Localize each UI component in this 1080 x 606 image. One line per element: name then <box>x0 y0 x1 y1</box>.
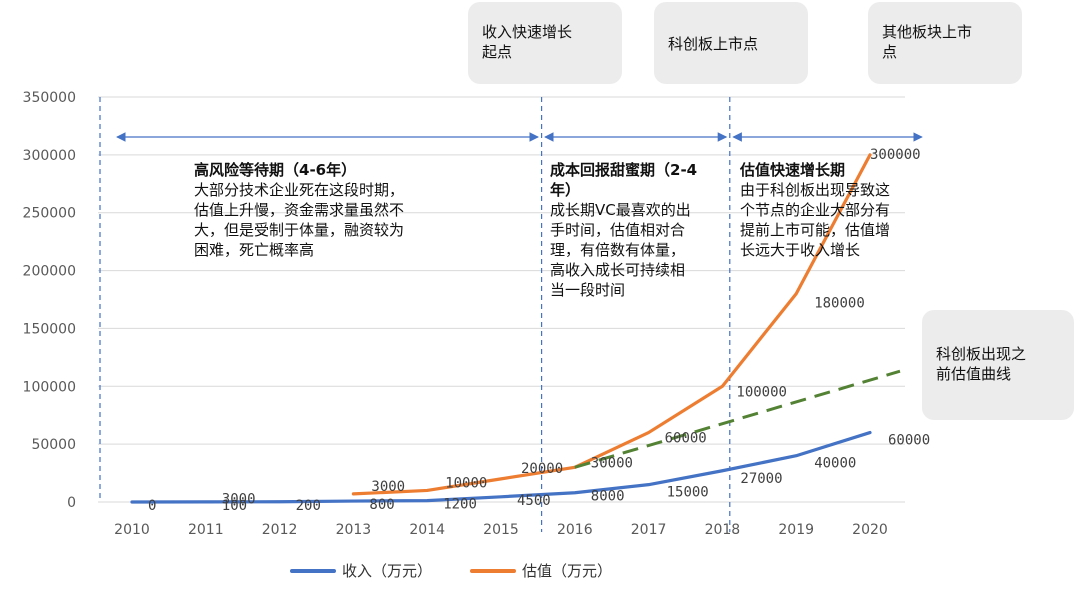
phase-fast-growth: 估值快速增长期 由于科创板出现导致这 个节点的企业大部分有 提前上市可能，估值增… <box>740 160 920 260</box>
y-tick-label: 300000 <box>23 148 76 164</box>
x-tick-label: 2010 <box>114 522 150 538</box>
y-tick-label: 350000 <box>23 90 76 106</box>
x-tick-label: 2015 <box>483 522 519 538</box>
callout-revenue-growth-start: 收入快速增长 起点 <box>468 2 622 84</box>
series-lines <box>130 153 901 504</box>
phase-high-risk-title: 高风险等待期（4-6年） <box>194 161 357 179</box>
revenue-data-label: 800 <box>369 497 394 513</box>
legend-item-revenue: 收入（万元） <box>290 560 432 581</box>
y-tick-label: 150000 <box>23 321 76 337</box>
revenue-data-label: 27000 <box>740 471 782 487</box>
x-tick-label: 2014 <box>409 522 445 538</box>
phase-fast-growth-body: 由于科创板出现导致这 个节点的企业大部分有 提前上市可能，估值增 长远大于收入增… <box>740 181 891 259</box>
x-tick-label: 2016 <box>557 522 593 538</box>
phase-dividers <box>99 97 731 532</box>
valuation-line <box>351 153 872 496</box>
valuation-data-label: 60000 <box>665 431 707 447</box>
pre-star-projection-line <box>574 369 901 469</box>
revenue-data-label: 0 <box>148 498 156 514</box>
extra-data-label: 3000 <box>222 492 256 508</box>
phase-sweet-spot: 成本回报甜蜜期（2-4 年） 成长期VC最喜欢的出 手时间，估值相对合 理，有倍… <box>550 160 728 300</box>
y-tick-label: 200000 <box>23 264 76 280</box>
legend-swatch-valuation <box>470 568 517 573</box>
phase-fast-growth-title: 估值快速增长期 <box>740 161 846 179</box>
revenue-data-label: 60000 <box>888 433 930 449</box>
x-tick-label: 2020 <box>852 522 888 538</box>
valuation-data-label: 300000 <box>870 147 921 163</box>
callout-star-market-listing: 科创板上市点 <box>654 2 808 84</box>
valuation-data-label: 30000 <box>591 455 633 471</box>
x-tick-label: 2011 <box>188 522 224 538</box>
y-tick-label: 50000 <box>31 437 76 453</box>
valuation-data-label: 10000 <box>445 475 487 491</box>
x-tick-label: 2019 <box>778 522 814 538</box>
revenue-line <box>130 430 872 504</box>
callout-pre-star-curve: 科创板出现之 前估值曲线 <box>922 310 1074 420</box>
revenue-data-label: 8000 <box>591 489 625 505</box>
x-tick-label: 2017 <box>631 522 667 538</box>
gridlines <box>98 96 905 503</box>
phase-high-risk-body: 大部分技术企业死在这段时期， 估值上升慢，资金需求量虽然不 大，但是受制于体量，… <box>194 181 405 259</box>
revenue-data-label: 200 <box>296 498 321 514</box>
legend-label-valuation: 估值（万元） <box>522 562 613 580</box>
phase-high-risk: 高风险等待期（4-6年） 大部分技术企业死在这段时期， 估值上升慢，资金需求量虽… <box>194 160 494 260</box>
axes: 0500001000001500002000002500003000003500… <box>23 90 888 538</box>
callout-other-board-listing: 其他板块上市 点 <box>868 2 1022 84</box>
legend-item-valuation: 估值（万元） <box>470 560 612 581</box>
x-tick-label: 2012 <box>262 522 298 538</box>
valuation-data-label: 3000 <box>371 479 405 495</box>
valuation-data-label: 180000 <box>814 296 865 312</box>
legend-swatch-revenue <box>290 568 336 573</box>
phase-sweet-spot-body: 成长期VC最喜欢的出 手时间，估值相对合 理，有倍数有体量， 高收入成长可持续相… <box>550 201 691 299</box>
x-tick-label: 2013 <box>336 522 372 538</box>
data-labels: 0 100 200 800 1200 4500 8000 15000 27000 40000 600… <box>148 147 930 514</box>
revenue-data-label: 4500 <box>517 493 551 509</box>
revenue-data-label: 15000 <box>667 485 709 501</box>
valuation-data-label: 20000 <box>521 461 563 477</box>
revenue-data-label: 100 <box>222 498 247 514</box>
valuation-data-label: 100000 <box>736 384 787 400</box>
legend-label-revenue: 收入（万元） <box>342 562 433 580</box>
phase-sweet-spot-title: 成本回报甜蜜期（2-4 年） <box>550 161 698 199</box>
y-tick-label: 100000 <box>23 379 76 395</box>
y-tick-label: 0 <box>67 495 76 511</box>
revenue-data-label: 1200 <box>443 497 477 513</box>
y-tick-label: 250000 <box>23 206 76 222</box>
revenue-data-label: 40000 <box>814 456 856 472</box>
x-tick-label: 2018 <box>705 522 741 538</box>
legend: 收入（万元） 估值（万元） <box>290 560 612 581</box>
